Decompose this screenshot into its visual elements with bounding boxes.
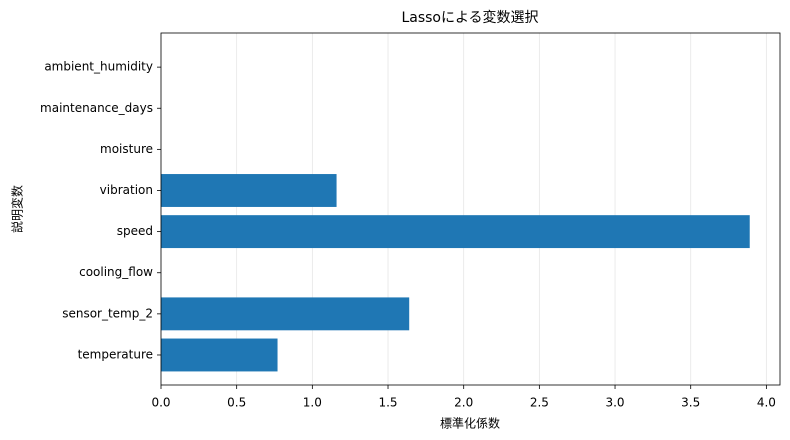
y-tick-label: speed (117, 224, 153, 238)
y-tick-label: sensor_temp_2 (62, 306, 153, 320)
bar (161, 215, 750, 249)
y-tick-label: cooling_flow (79, 265, 153, 279)
plot-frame (160, 32, 781, 386)
x-tick-label: 4.0 (757, 396, 776, 410)
x-tick-label: 1.0 (303, 396, 322, 410)
x-tick-label: 2.0 (454, 396, 473, 410)
bar (161, 297, 410, 331)
y-tick-label: temperature (78, 347, 153, 361)
y-tick-label: vibration (100, 183, 153, 197)
y-tick-label: maintenance_days (40, 101, 153, 115)
bar (161, 174, 337, 207)
chart-title: Lassoによる変数選択 (401, 9, 538, 26)
x-tick-label: 0.5 (227, 396, 246, 410)
bar (161, 338, 278, 372)
x-axis-label: 標準化係数 (440, 416, 500, 431)
y-axis-label: 説明変数 (10, 185, 25, 233)
y-tick-label: moisture (100, 142, 153, 156)
x-tick-label: 2.5 (530, 396, 549, 410)
x-tick-label: 0.0 (151, 396, 170, 410)
x-tick-label: 1.5 (378, 396, 397, 410)
y-tick-label: ambient_humidity (44, 60, 153, 74)
x-tick-label: 3.5 (681, 396, 700, 410)
x-tick-label: 3.0 (605, 396, 624, 410)
